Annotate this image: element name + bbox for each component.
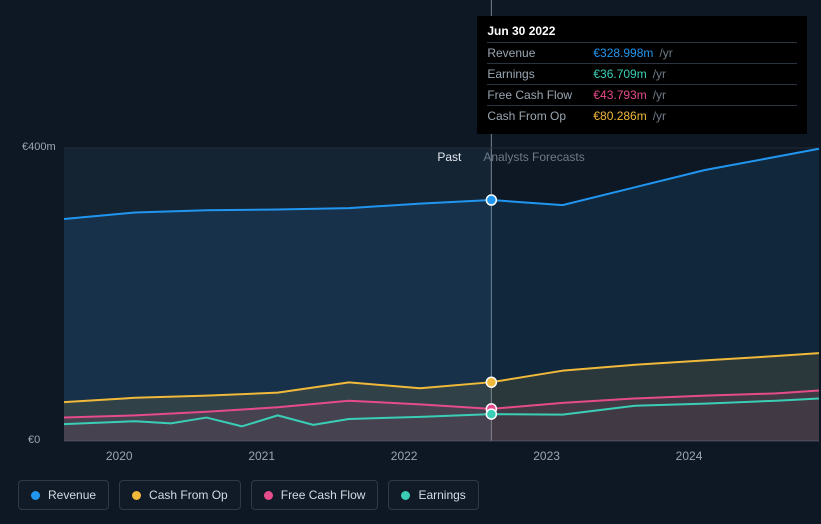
tooltip-value: €80.286m <box>593 109 646 123</box>
legend-toggle-earnings[interactable]: Earnings <box>388 480 478 510</box>
y-axis-label-max: €400m <box>22 141 56 153</box>
tooltip-unit: /yr <box>653 88 666 102</box>
tooltip-value: €328.998m <box>593 46 653 60</box>
x-tick: 2022 <box>391 449 418 463</box>
tooltip-date: Jun 30 2022 <box>487 24 797 38</box>
tooltip-label: Earnings <box>487 67 587 81</box>
x-axis-labels: 2020 2021 2022 2023 2024 <box>48 449 805 469</box>
tooltip-row: Earnings €36.709m/yr <box>487 63 797 84</box>
hover-tooltip: Jun 30 2022 Revenue €328.998m/yr Earnings €… <box>477 16 807 134</box>
tooltip-label: Free Cash Flow <box>487 88 587 102</box>
legend-label: Revenue <box>48 488 96 502</box>
tooltip-label: Cash From Op <box>487 109 587 123</box>
legend-dot-icon <box>264 491 273 500</box>
legend-toggle-fcf[interactable]: Free Cash Flow <box>251 480 379 510</box>
tooltip-label: Revenue <box>487 46 587 60</box>
tooltip-value: €36.709m <box>593 67 646 81</box>
tooltip-row: Cash From Op €80.286m/yr <box>487 105 797 126</box>
tooltip-unit: /yr <box>659 46 672 60</box>
x-tick: 2021 <box>248 449 275 463</box>
legend-label: Cash From Op <box>149 488 228 502</box>
forecast-label: Analysts Forecasts <box>483 150 584 164</box>
legend-dot-icon <box>31 491 40 500</box>
tooltip-row: Revenue €328.998m/yr <box>487 42 797 63</box>
tooltip-row: Free Cash Flow €43.793m/yr <box>487 84 797 105</box>
tooltip-unit: /yr <box>653 109 666 123</box>
legend-toggle-revenue[interactable]: Revenue <box>18 480 109 510</box>
tooltip-value: €43.793m <box>593 88 646 102</box>
tooltip-unit: /yr <box>653 67 666 81</box>
legend-label: Free Cash Flow <box>281 488 366 502</box>
past-label: Past <box>437 150 461 164</box>
legend-label: Earnings <box>418 488 465 502</box>
x-tick: 2020 <box>106 449 133 463</box>
legend: Revenue Cash From Op Free Cash Flow Earning… <box>18 480 479 510</box>
y-axis-label-min: €0 <box>28 434 40 446</box>
legend-dot-icon <box>132 491 141 500</box>
legend-toggle-cashfromop[interactable]: Cash From Op <box>119 480 241 510</box>
legend-dot-icon <box>401 491 410 500</box>
x-tick: 2024 <box>676 449 703 463</box>
x-tick: 2023 <box>533 449 560 463</box>
